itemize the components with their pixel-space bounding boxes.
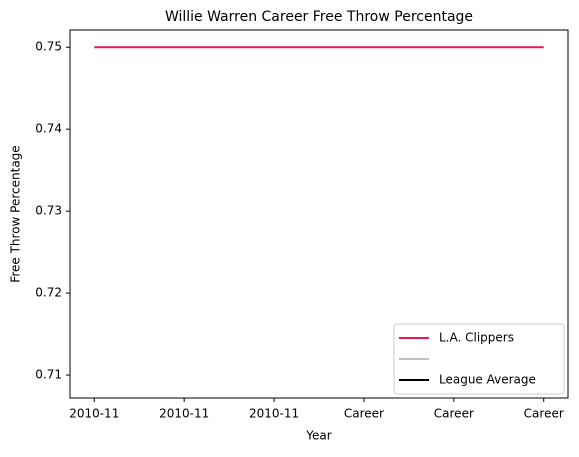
legend-label: League Average — [439, 373, 536, 387]
y-axis-label: Free Throw Percentage — [9, 145, 23, 282]
y-tick-label: 0.72 — [35, 286, 62, 300]
x-tick-label: Career — [524, 407, 564, 421]
x-tick-label: 2010-11 — [69, 407, 119, 421]
legend-box — [393, 323, 565, 395]
x-axis-label: Year — [305, 429, 331, 443]
y-tick-label: 0.73 — [35, 204, 62, 218]
y-tick-label: 0.75 — [35, 40, 62, 54]
y-tick-label: 0.71 — [35, 368, 62, 382]
legend-label: L.A. Clippers — [439, 331, 514, 345]
plot-frame — [69, 29, 569, 399]
x-tick-label: Career — [344, 407, 384, 421]
chart-title: Willie Warren Career Free Throw Percenta… — [165, 9, 473, 25]
y-tick-label: 0.74 — [35, 122, 62, 136]
x-tick-label: 2010-11 — [159, 407, 209, 421]
x-tick-label: 2010-11 — [249, 407, 299, 421]
x-tick-label: Career — [434, 407, 474, 421]
